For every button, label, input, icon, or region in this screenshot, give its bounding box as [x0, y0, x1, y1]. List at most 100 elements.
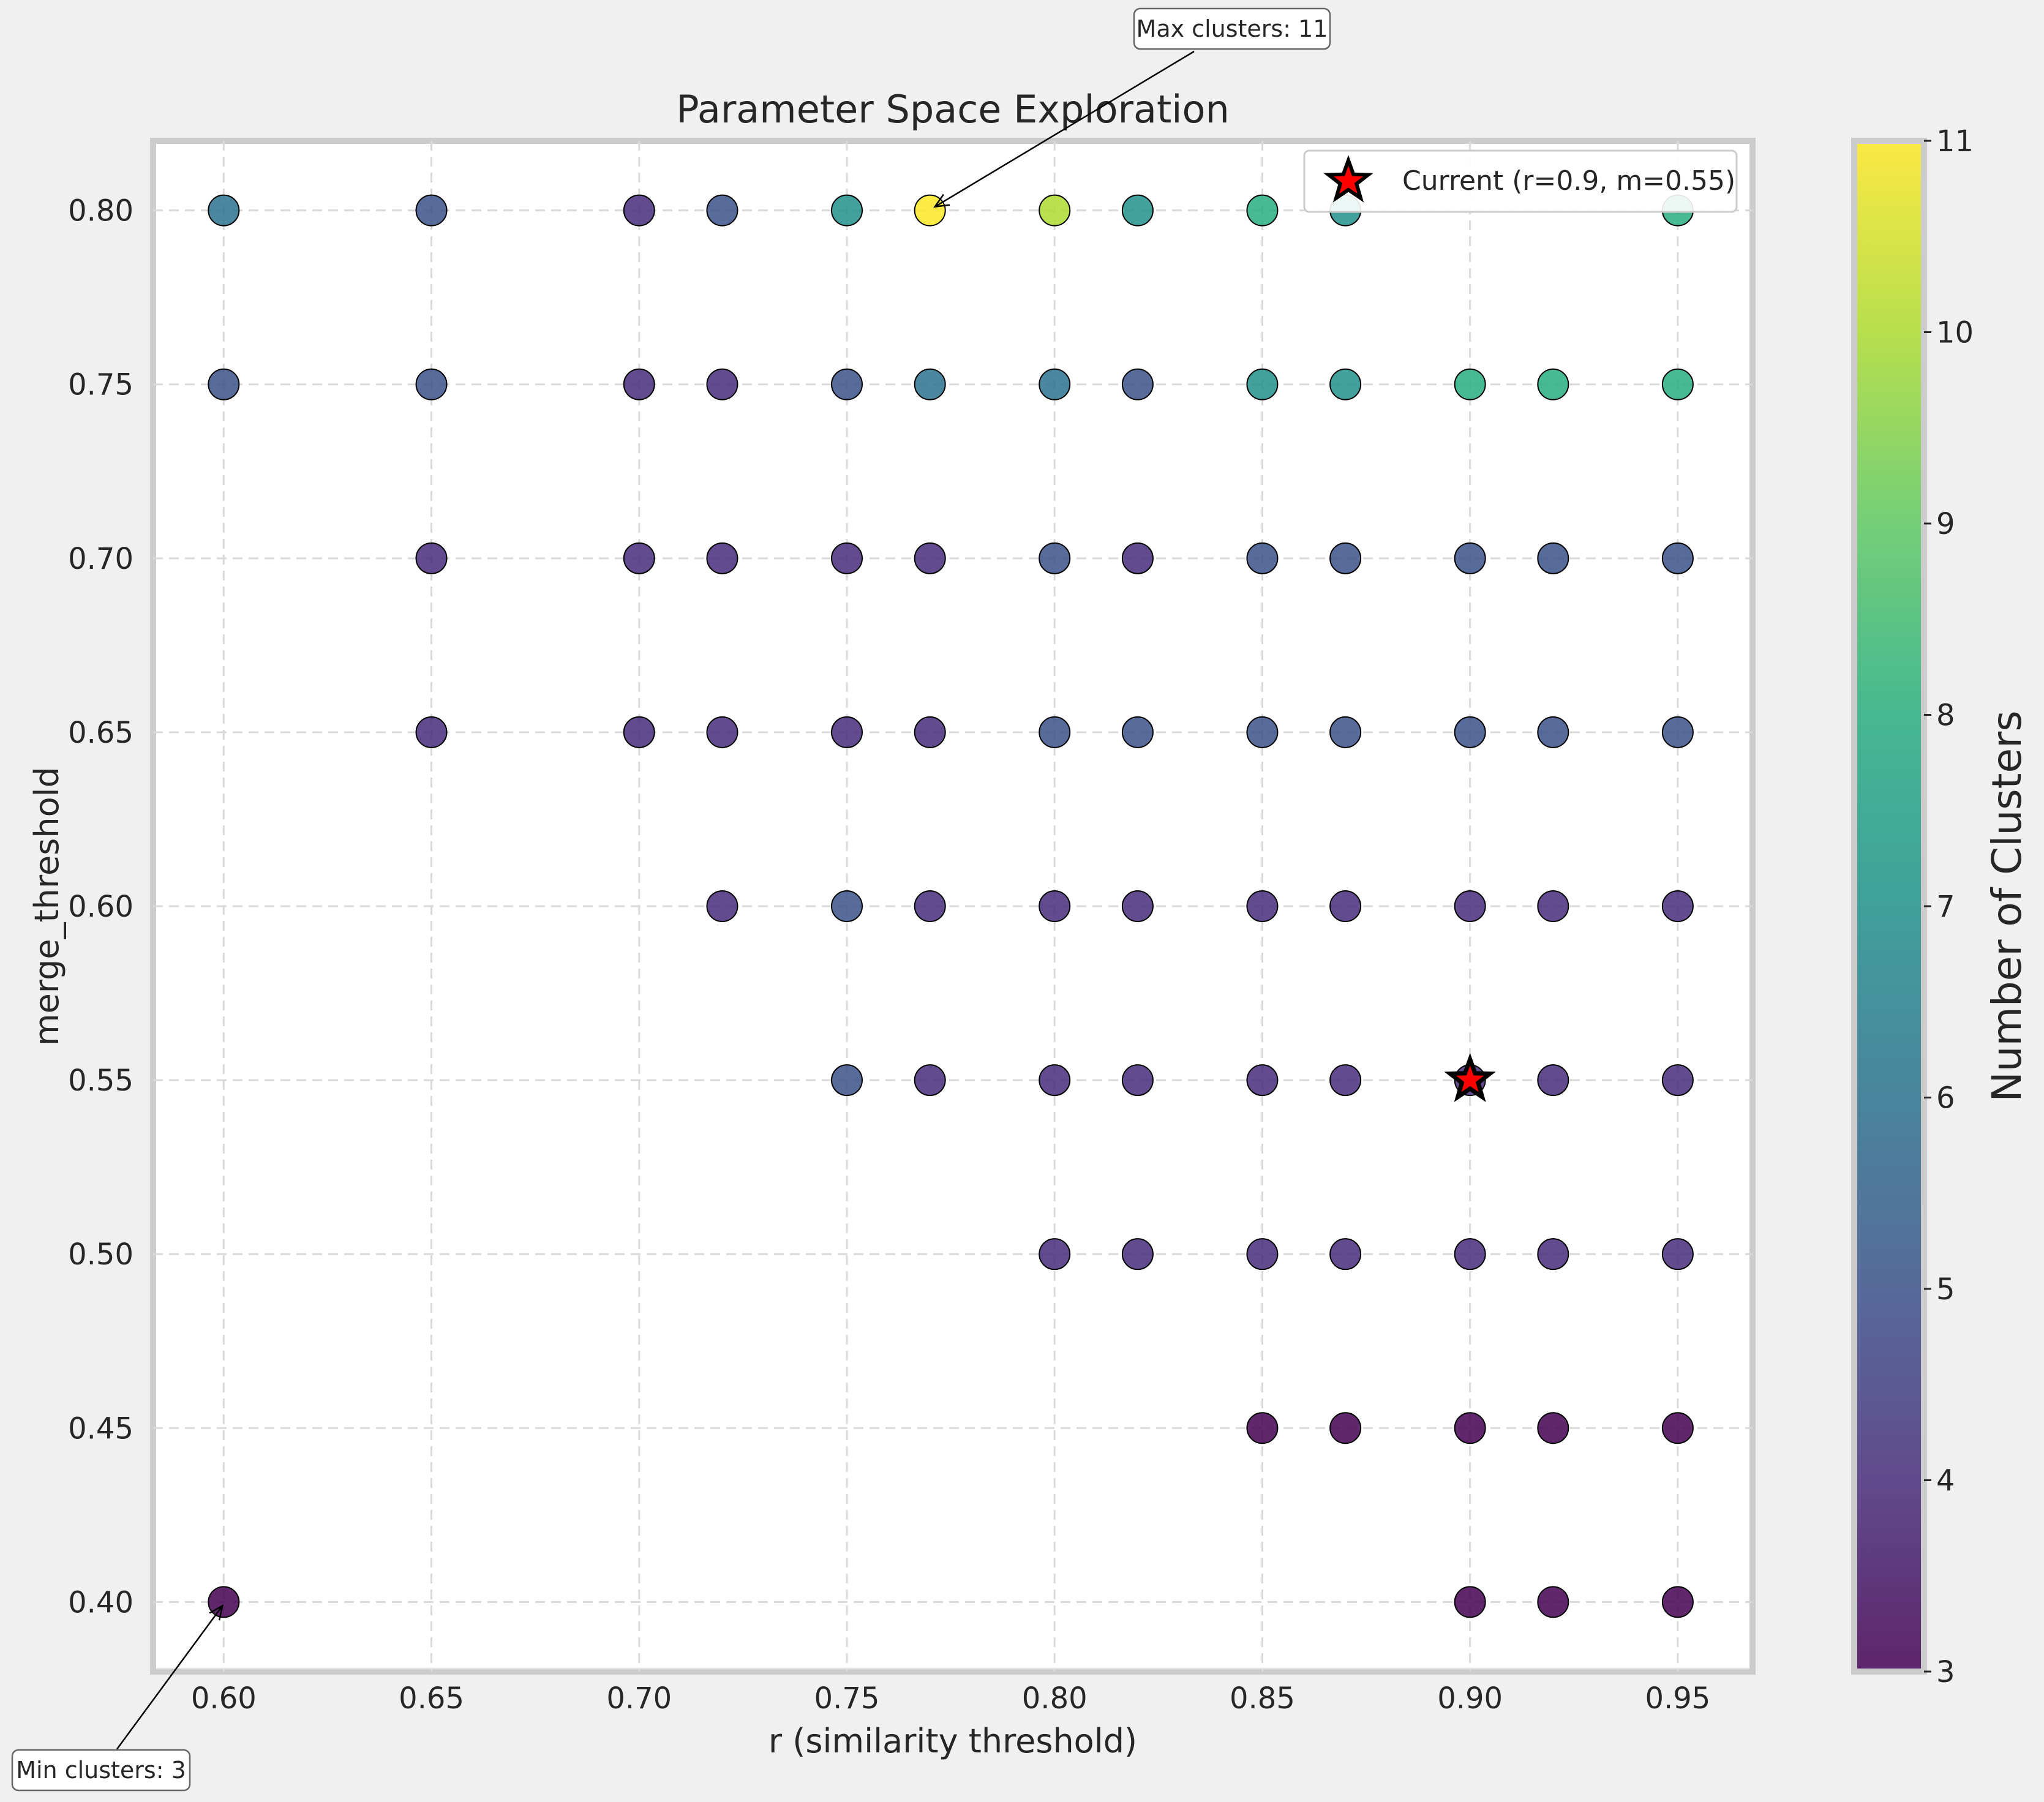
data-point [1329, 1412, 1362, 1444]
data-points [208, 194, 1694, 1618]
data-point [914, 368, 946, 400]
data-point [1454, 890, 1486, 922]
data-point [1039, 716, 1071, 748]
data-point [706, 716, 738, 748]
data-point [830, 368, 863, 400]
x-tick-label: 0.90 [1437, 1681, 1503, 1716]
data-point [1121, 716, 1154, 748]
data-point [1329, 716, 1362, 748]
data-point [1661, 716, 1694, 748]
y-axis-ticks: 0.40 0.45 0.50 0.55 0.60 0.65 0.70 0.75 0.80 [68, 194, 133, 1620]
legend: Current (r=0.9, m=0.55) [1303, 149, 1738, 213]
x-tick-label: 0.80 [1022, 1681, 1088, 1716]
colorbar-tick-label: 3 [1936, 1655, 1955, 1689]
data-point [830, 890, 863, 922]
data-point [1039, 1238, 1071, 1271]
data-point [1537, 1238, 1569, 1271]
data-point [1537, 890, 1569, 922]
colorbar-tick-label: 10 [1936, 316, 1974, 350]
data-point [1329, 542, 1362, 574]
data-point [1454, 1412, 1486, 1444]
annotation-max-box [1133, 7, 1331, 50]
data-point [914, 716, 946, 748]
data-point [830, 542, 863, 574]
data-point [706, 368, 738, 400]
data-point [1329, 368, 1362, 400]
data-point [1246, 716, 1279, 748]
data-point [1039, 890, 1071, 922]
data-point [415, 716, 448, 748]
x-tick-label: 0.60 [191, 1681, 257, 1716]
data-point [1661, 1064, 1694, 1097]
x-tick-label: 0.70 [606, 1681, 672, 1716]
data-point [1537, 1586, 1569, 1618]
data-point [1246, 890, 1279, 922]
data-point [1246, 1412, 1279, 1444]
data-point [706, 890, 738, 922]
data-point [706, 542, 738, 574]
data-point [1537, 368, 1569, 400]
data-point [1121, 368, 1154, 400]
data-point [1329, 1064, 1362, 1097]
x-tick-label: 0.95 [1645, 1681, 1710, 1716]
y-tick-label: 0.75 [68, 368, 133, 402]
data-point [1661, 890, 1694, 922]
data-point [914, 890, 946, 922]
x-tick-label: 0.85 [1230, 1681, 1295, 1716]
data-point [1121, 890, 1154, 922]
colorbar-tick-label: 8 [1936, 699, 1955, 733]
data-point [208, 1586, 240, 1618]
data-point [1661, 1412, 1694, 1444]
annotation-min-arrow [115, 1605, 222, 1751]
data-point [415, 542, 448, 574]
data-point [1537, 542, 1569, 574]
annotation-min-text: Min clusters: 3 [16, 1757, 186, 1784]
colorbar-label: Number of Clusters [1983, 710, 2031, 1102]
data-point [415, 194, 448, 227]
data-point [830, 1064, 863, 1097]
legend-star-icon [1323, 155, 1373, 203]
data-point [1454, 368, 1486, 400]
legend-box [1303, 149, 1738, 213]
data-point [1039, 542, 1071, 574]
data-point [1661, 542, 1694, 574]
y-axis-label: merge_threshold [28, 767, 66, 1046]
data-point [914, 1064, 946, 1097]
annotation-max-arrow [935, 50, 1195, 207]
y-tick-label: 0.70 [68, 542, 133, 576]
annotation-min-box [11, 1749, 191, 1792]
data-point [1537, 1064, 1569, 1097]
data-point [1246, 1064, 1279, 1097]
data-point [208, 194, 240, 227]
colorbar-tick-label: 9 [1936, 507, 1955, 541]
data-point [1537, 1412, 1569, 1444]
data-point [914, 194, 946, 227]
data-point [1121, 542, 1154, 574]
colorbar-ticks: 3 4 5 6 7 8 9 10 11 [1924, 124, 1974, 1689]
data-point [1246, 368, 1279, 400]
data-point [914, 542, 946, 574]
data-point [1537, 716, 1569, 748]
data-point [623, 368, 655, 400]
data-point [830, 716, 863, 748]
data-point [1454, 542, 1486, 574]
data-point [1246, 194, 1279, 227]
colorbar-gradient [1851, 138, 1927, 1675]
data-point [415, 368, 448, 400]
data-point [1039, 194, 1071, 227]
colorbar: 3 4 5 6 7 8 9 10 11 Number of Clusters [1851, 124, 2031, 1689]
y-tick-label: 0.40 [68, 1585, 133, 1620]
data-point [623, 542, 655, 574]
legend-label: Current (r=0.9, m=0.55) [1402, 165, 1735, 197]
y-tick-label: 0.80 [68, 194, 133, 228]
data-point [1454, 716, 1486, 748]
y-tick-label: 0.45 [68, 1411, 133, 1446]
data-point [623, 716, 655, 748]
current-marker-layer [1444, 1053, 1496, 1102]
data-point [1329, 890, 1362, 922]
annotation-max-text: Max clusters: 11 [1137, 15, 1328, 42]
data-point [208, 368, 240, 400]
data-point [623, 194, 655, 227]
